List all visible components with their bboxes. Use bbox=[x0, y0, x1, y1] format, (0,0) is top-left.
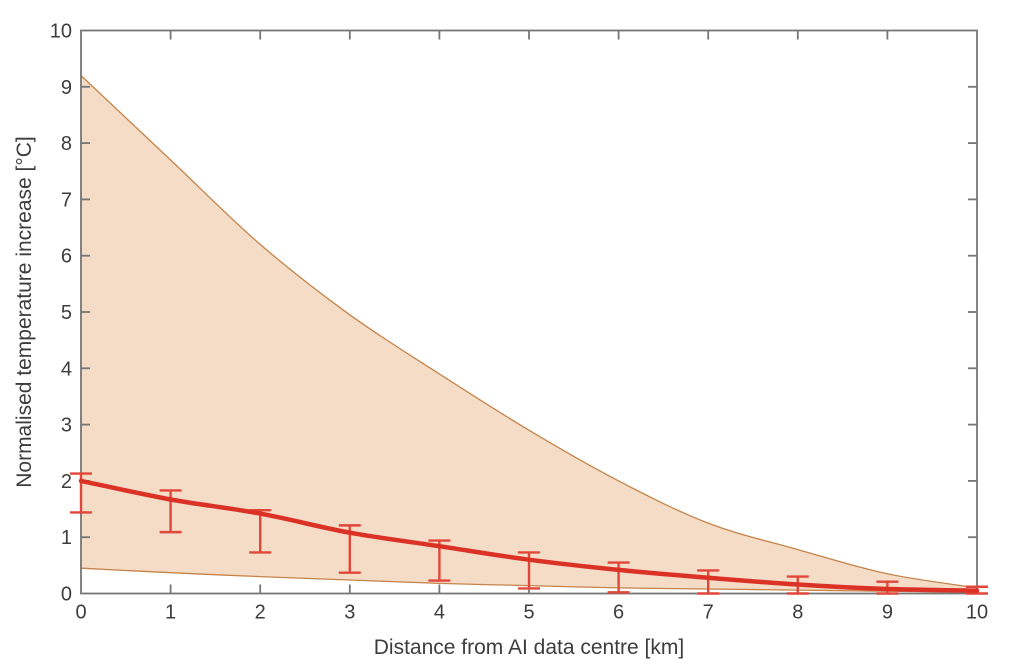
confidence-band bbox=[81, 75, 977, 593]
y-tick-label: 3 bbox=[61, 415, 72, 437]
y-tick-label: 9 bbox=[61, 77, 72, 99]
y-tick-label: 8 bbox=[61, 133, 72, 155]
y-tick-label: 6 bbox=[61, 246, 72, 268]
mean-line bbox=[78, 478, 980, 593]
y-tick-label: 7 bbox=[61, 189, 72, 211]
x-tick-label: 5 bbox=[523, 602, 534, 624]
x-tick-label: 4 bbox=[434, 602, 445, 624]
y-tick-label: 1 bbox=[61, 527, 72, 549]
x-tick-label: 2 bbox=[255, 602, 266, 624]
axes bbox=[80, 29, 978, 595]
x-axis-label: Distance from AI data centre [km] bbox=[373, 636, 685, 659]
tick-labels: 0 1 2 3 4 5 6 7 8 9 10 0 1 2 3 4 5 6 7 8 9 10 bbox=[50, 21, 988, 624]
x-tick-label: 0 bbox=[75, 602, 86, 624]
band-upper-edge bbox=[80, 75, 978, 589]
y-tick-label: 0 bbox=[61, 584, 72, 606]
x-tick-label: 3 bbox=[344, 602, 355, 624]
x-tick-label: 7 bbox=[703, 602, 714, 624]
x-tick-label: 9 bbox=[882, 602, 893, 624]
x-tick-label: 10 bbox=[966, 602, 988, 624]
y-tick-label: 4 bbox=[61, 358, 72, 380]
x-tick-label: 8 bbox=[792, 602, 803, 624]
y-tick-label: 5 bbox=[61, 302, 72, 324]
y-axis-label: Normalised temperature increase [°C] bbox=[13, 136, 36, 488]
y-tick-label: 10 bbox=[50, 21, 72, 43]
y-tick-label: 2 bbox=[61, 471, 72, 493]
x-tick-label: 1 bbox=[165, 602, 176, 624]
x-tick-label: 6 bbox=[613, 602, 624, 624]
